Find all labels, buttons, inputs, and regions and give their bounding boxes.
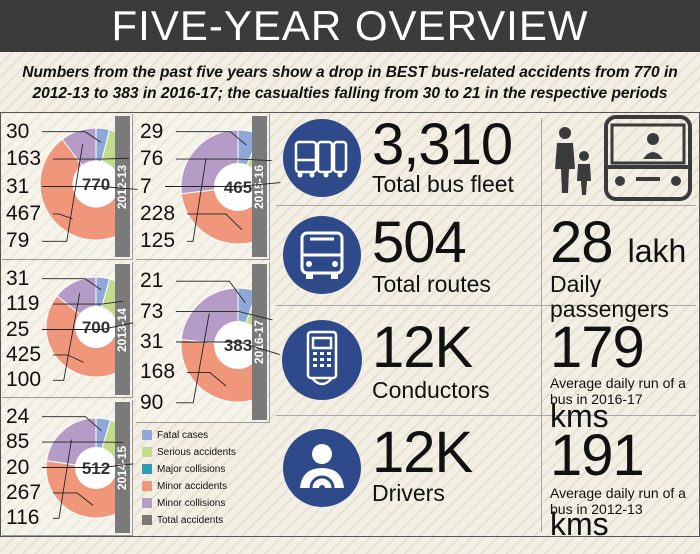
- pie-value-2012-13-2: 31: [6, 175, 29, 198]
- legend-item-4: Minor collisions: [142, 496, 225, 512]
- year-label-2016-17: 2016-17: [252, 264, 267, 420]
- pie-value-2012-13-3: 467: [6, 202, 41, 225]
- conductors-value: 12K: [372, 318, 472, 378]
- pie-value-2014-15-0: 24: [6, 405, 29, 428]
- bus-icon: [282, 215, 362, 295]
- bus-fleet-icon: [282, 118, 362, 198]
- legend-label-4: Minor collisions: [157, 498, 225, 509]
- run-2012-number: 191: [550, 423, 644, 488]
- pie-value-2015-16-0: 29: [140, 120, 163, 143]
- legend-label-0: Fatal cases: [157, 430, 208, 441]
- pie-value-2012-13-0: 30: [6, 120, 29, 143]
- pie-value-2012-13-1: 163: [6, 147, 41, 170]
- passengers-unit: lakh: [628, 233, 687, 269]
- pie-value-2012-13-4: 79: [6, 229, 29, 252]
- legend-swatch-4: [142, 498, 152, 508]
- pie-value-2014-15-3: 267: [6, 481, 41, 504]
- legend-swatch-3: [142, 481, 152, 491]
- pie-value-2014-15-4: 116: [6, 506, 39, 529]
- passengers-bus-icon: [548, 113, 696, 205]
- legend-item-5: Total accidents: [142, 513, 223, 529]
- legend-item-2: Major collisions: [142, 462, 225, 478]
- routes-value: 504: [372, 213, 466, 273]
- legend-item-1: Serious accidents: [142, 445, 236, 461]
- pie-value-2013-14-0: 31: [6, 267, 29, 290]
- page-subtitle: Numbers from the past five years show a …: [4, 62, 696, 104]
- year-label-2012-13: 2012-13: [115, 116, 130, 257]
- pie-value-2016-17-0: 21: [140, 269, 163, 292]
- pie-value-2016-17-3: 168: [140, 360, 175, 383]
- page-title: FIVE-YEAR OVERVIEW: [0, 0, 700, 52]
- run-2012-label-1: Average daily run of a: [550, 486, 686, 501]
- run-2016-label-2: bus in 2016-17: [550, 392, 643, 407]
- fleet-label: Total bus fleet: [372, 172, 514, 197]
- year-label-2015-16: 2015-16: [252, 116, 267, 257]
- legend-label-2: Major collisions: [157, 464, 225, 475]
- fleet-value: 3,310: [372, 115, 512, 175]
- run-2016-label-1: Average daily run of a: [550, 376, 686, 391]
- pie-value-2016-17-2: 31: [140, 330, 163, 353]
- pie-value-2015-16-2: 7: [140, 175, 152, 198]
- pie-value-2013-14-3: 425: [6, 343, 41, 366]
- run-2016-number: 179: [550, 315, 644, 380]
- year-label-2013-14: 2013-14: [115, 264, 130, 395]
- pie-value-2014-15-2: 20: [6, 456, 29, 479]
- pie-value-2015-16-3: 228: [140, 202, 175, 225]
- legend-swatch-1: [142, 447, 152, 457]
- routes-label: Total routes: [372, 272, 491, 297]
- pie-value-2014-15-1: 85: [6, 430, 29, 453]
- legend-label-3: Minor accidents: [157, 481, 227, 492]
- run-2012-label-2: bus in 2012-13: [550, 502, 643, 517]
- ticket-machine-icon: [282, 318, 362, 402]
- legend: Fatal cases Serious accidents Major collis…: [142, 428, 267, 532]
- pie-value-2013-14-2: 25: [6, 318, 29, 341]
- year-label-2014-15: 2014-15: [115, 402, 130, 533]
- driver-icon: [282, 428, 362, 508]
- pie-value-2015-16-4: 125: [140, 229, 175, 252]
- pie-value-2013-14-4: 100: [6, 368, 41, 391]
- conductors-label: Conductors: [372, 378, 490, 403]
- legend-item-3: Minor accidents: [142, 479, 227, 495]
- legend-swatch-5: [142, 515, 152, 525]
- pie-value-2015-16-1: 76: [140, 147, 163, 170]
- pie-value-2016-17-4: 90: [140, 391, 163, 414]
- separator-vertical: [541, 118, 542, 532]
- legend-label-5: Total accidents: [157, 515, 223, 526]
- pie-value-2013-14-1: 119: [6, 292, 39, 315]
- legend-swatch-0: [142, 430, 152, 440]
- legend-item-0: Fatal cases: [142, 428, 208, 444]
- drivers-label: Drivers: [372, 481, 445, 506]
- passengers-number: 28: [550, 210, 613, 275]
- subtitle-line-2: 2012-13 to 383 in 2016-17; the casualtie…: [33, 85, 668, 102]
- legend-swatch-2: [142, 464, 152, 474]
- subtitle-line-1: Numbers from the past five years show a …: [22, 64, 677, 81]
- legend-label-1: Serious accidents: [157, 447, 236, 458]
- drivers-value: 12K: [372, 423, 472, 483]
- pie-value-2016-17-1: 73: [140, 300, 163, 323]
- separator-row-1: [276, 205, 696, 206]
